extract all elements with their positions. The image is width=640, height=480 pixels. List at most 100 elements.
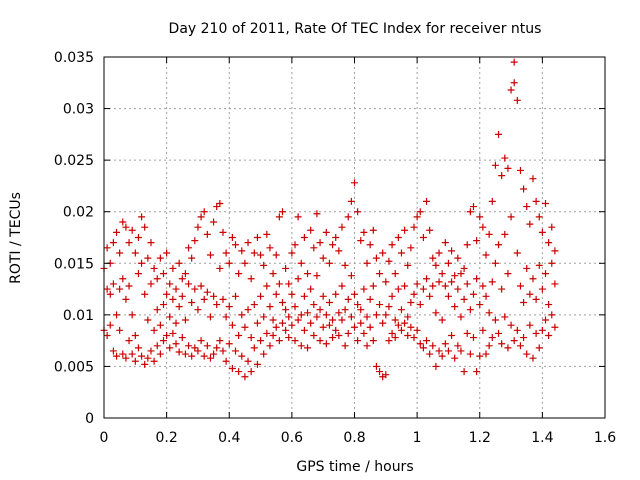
data-point — [410, 334, 418, 342]
data-point — [159, 270, 167, 278]
data-point — [266, 342, 274, 350]
data-point — [419, 234, 427, 241]
data-point — [397, 326, 405, 334]
data-point — [466, 350, 474, 358]
data-point — [526, 321, 534, 329]
data-point — [329, 316, 337, 324]
data-point — [159, 301, 167, 309]
data-point — [232, 347, 240, 355]
data-point — [542, 270, 550, 278]
data-point — [241, 259, 249, 267]
data-point — [357, 319, 365, 327]
data-point — [454, 254, 462, 262]
data-point — [435, 249, 443, 257]
data-point — [106, 290, 114, 298]
data-point — [163, 331, 171, 339]
data-point — [548, 259, 556, 267]
data-point — [291, 337, 299, 345]
data-point — [163, 249, 171, 257]
data-point — [344, 295, 352, 303]
data-point — [479, 223, 487, 231]
data-point — [222, 313, 230, 321]
data-point — [257, 251, 265, 259]
data-point — [495, 130, 503, 138]
data-point — [225, 259, 233, 267]
data-point — [138, 259, 146, 267]
data-point — [516, 166, 524, 174]
data-point — [329, 241, 337, 249]
data-point — [419, 344, 427, 352]
data-point — [513, 326, 521, 334]
axes: 0 0.2 0.4 0.6 0.8 1 1.2 1.4 1.6 0 0.005 0.01 0.015 0.… — [54, 50, 616, 446]
data-point — [432, 261, 440, 269]
data-point — [253, 319, 261, 327]
data-point — [385, 257, 393, 265]
data-point — [210, 218, 218, 226]
data-point — [178, 334, 186, 342]
data-point — [404, 331, 412, 339]
data-point — [297, 342, 305, 350]
data-point — [213, 301, 221, 309]
data-point — [529, 175, 537, 183]
data-point — [310, 244, 318, 252]
x-tick-label: 0.6 — [281, 430, 303, 446]
data-point — [200, 208, 208, 216]
data-point — [498, 172, 506, 180]
plot-frame — [103, 56, 606, 419]
data-point — [147, 239, 155, 247]
data-point — [141, 290, 149, 298]
data-point — [153, 342, 161, 350]
data-point — [419, 285, 427, 293]
data-point — [504, 344, 512, 352]
data-point — [200, 352, 208, 360]
data-point — [257, 337, 265, 345]
data-point — [304, 344, 312, 352]
x-tick-label: 0.4 — [218, 430, 240, 446]
data-point — [532, 295, 540, 303]
data-point — [454, 285, 462, 293]
x-tick-label: 1 — [413, 430, 422, 446]
y-tick-label: 0.015 — [54, 256, 94, 272]
data-point — [253, 360, 261, 368]
data-point — [228, 321, 236, 329]
data-point — [260, 350, 268, 358]
data-point — [382, 278, 390, 286]
data-point — [325, 321, 333, 329]
data-point — [294, 316, 302, 324]
data-point — [235, 368, 243, 376]
data-point — [410, 223, 418, 231]
data-point — [113, 228, 121, 236]
y-tick-label: 0.02 — [63, 205, 94, 221]
data-point — [266, 303, 274, 311]
data-point — [275, 337, 283, 345]
data-point — [134, 234, 142, 241]
data-point — [153, 306, 161, 314]
data-point — [219, 228, 227, 236]
data-point — [545, 301, 553, 309]
data-point — [191, 285, 199, 293]
data-point — [188, 254, 196, 262]
data-point — [297, 259, 305, 267]
data-point — [501, 313, 509, 321]
data-point — [516, 342, 524, 350]
data-point — [266, 244, 274, 252]
data-point — [319, 254, 327, 262]
x-tick-label: 1.6 — [594, 430, 616, 446]
data-point — [285, 334, 293, 342]
data-point — [153, 275, 161, 283]
data-point — [147, 347, 155, 355]
data-point — [119, 350, 127, 358]
data-point — [297, 311, 305, 319]
data-point — [523, 203, 531, 211]
data-point — [545, 239, 553, 247]
data-point — [113, 352, 121, 360]
data-point — [473, 237, 481, 245]
data-point — [244, 357, 252, 365]
data-point — [376, 270, 384, 278]
data-point — [438, 316, 446, 324]
data-point — [429, 342, 437, 350]
data-point — [285, 313, 293, 321]
data-point — [185, 342, 193, 350]
data-point — [338, 223, 346, 231]
data-point — [416, 208, 424, 216]
